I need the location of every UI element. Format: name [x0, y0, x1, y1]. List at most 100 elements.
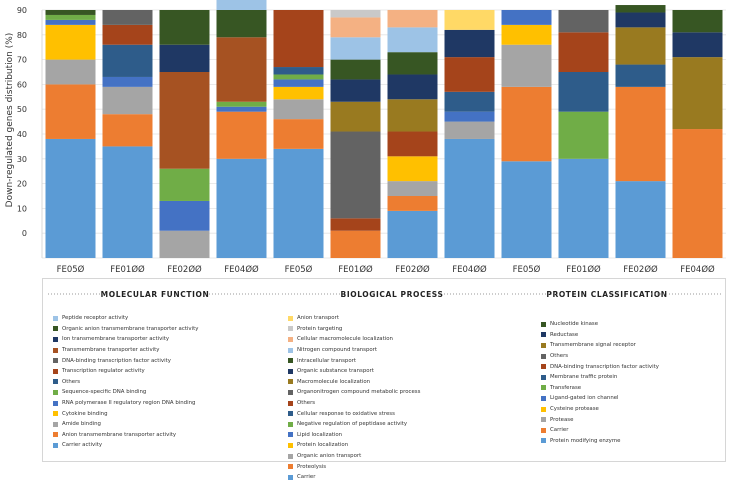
legend-item: Transmembrane transporter activity	[53, 345, 198, 356]
bar-segment	[216, 0, 267, 10]
bar-segment	[216, 37, 267, 102]
bar-segment	[444, 138, 495, 258]
legend-item: Cellular macromolecule localization	[288, 334, 420, 345]
bar-segment	[159, 44, 210, 72]
legend-swatch	[288, 326, 293, 332]
bar-segment	[444, 57, 495, 92]
bar-segment	[558, 72, 609, 112]
legend-label: Negative regulation of peptidase activit…	[297, 421, 408, 428]
legend-swatch	[288, 315, 293, 321]
bar-segment	[330, 37, 381, 60]
legend-item: Protein modifying enzyme	[541, 436, 659, 447]
bar-segment	[330, 59, 381, 80]
bar-segment	[501, 44, 552, 87]
legend-swatch	[288, 336, 293, 342]
legend-label: Cellular response to oxidative stress	[297, 410, 395, 417]
y-tick-label: 60	[17, 80, 27, 89]
y-axis-label: Down-regulated genes distribution (%)	[5, 33, 15, 208]
legend-swatch	[288, 358, 293, 364]
bar-stack-2-1	[558, 10, 609, 258]
bar-segment	[387, 27, 438, 53]
bar-segment	[501, 24, 552, 45]
bar-segment	[102, 86, 153, 115]
bar-segment	[330, 10, 381, 18]
bar-segment	[387, 74, 438, 100]
legend-swatch	[53, 368, 58, 374]
bar-segment	[501, 86, 552, 162]
x-tick-label: FE04ØØ	[452, 264, 487, 275]
bar-segment	[273, 67, 324, 75]
legend-item: DNA-binding transcription factor activit…	[53, 355, 198, 366]
legend-swatch	[53, 442, 58, 448]
legend-label: Peptide receptor activity	[62, 315, 129, 322]
bar-segment	[387, 181, 438, 196]
legend-label: Intracellular transport	[297, 357, 356, 364]
legend-swatch	[288, 442, 293, 448]
legend-swatch	[53, 400, 58, 406]
legend-label: Amide binding	[62, 421, 101, 428]
legend-label: RNA polymerase II regulatory region DNA …	[62, 400, 196, 407]
bar-segment	[444, 111, 495, 122]
y-tick-label: 10	[17, 204, 27, 213]
legend-swatch	[53, 421, 58, 427]
legend-item: Anion transport	[288, 313, 420, 324]
x-tick-label: FE02ØØ	[623, 264, 658, 275]
legend-item: Ion transmembrane transporter activity	[53, 334, 198, 345]
legend-label: Proteolysis	[297, 463, 327, 470]
legend-label: Transferase	[550, 384, 582, 391]
legend-item: Cysteine protease	[541, 404, 659, 415]
x-tick-label: FE04ØØ	[680, 264, 715, 275]
legend-item: Intracellular transport	[288, 355, 420, 366]
legend-column: Nucleotide kinase Reductase Transmembrane …	[541, 319, 659, 446]
legend-item: Organic anion transport	[288, 451, 420, 462]
bar-segment	[102, 24, 153, 45]
bar-segment	[159, 10, 210, 45]
panel-titles: MOLECULAR FUNCTION BIOLOGICAL PROCESS PROT…	[48, 290, 722, 299]
bar-segment	[216, 158, 267, 258]
bar-stack-0-1	[102, 10, 153, 258]
legend-item: Nucleotide kinase	[541, 319, 659, 330]
legend-label: Organic substance transport	[297, 368, 374, 375]
bar-segment	[102, 44, 153, 77]
legend-swatch	[288, 389, 293, 395]
bar-segment	[387, 196, 438, 211]
bar-segment	[444, 10, 495, 30]
legend-swatch	[541, 353, 546, 359]
bar-segment	[45, 14, 96, 20]
bar-segment	[216, 111, 267, 159]
legend-swatch	[541, 438, 546, 444]
legend-label: Sequence-specific DNA binding	[62, 389, 147, 396]
bar-segment	[216, 10, 267, 38]
y-tick-label: 90	[17, 6, 27, 15]
bar-segment	[273, 74, 324, 80]
legend-label: Nucleotide kinase	[550, 321, 599, 328]
legend-item: Organonitrogen compound metabolic proces…	[288, 387, 420, 398]
legend-label: Organic anion transport	[297, 453, 362, 460]
legend-item: Carrier activity	[53, 440, 198, 451]
bar-segment	[102, 114, 153, 147]
legend-swatch	[53, 336, 58, 342]
legend-column: Peptide receptor activity Organic anion t…	[53, 313, 198, 451]
bar-segment	[444, 121, 495, 139]
legend-swatch	[288, 474, 293, 480]
legend-label: Lipid localization	[297, 431, 343, 438]
legend-label: Organic anion transmembrane transporter …	[62, 325, 199, 332]
bar-stack-0-2	[159, 10, 210, 258]
legend-label: Carrier	[297, 474, 316, 481]
bar-segment	[330, 17, 381, 38]
bar-stack-1-0	[273, 10, 324, 258]
legend-label: Cysteine protease	[550, 406, 599, 413]
x-tick-label: FE05Ø	[57, 264, 85, 275]
bar-segment	[615, 181, 666, 258]
legend-label: Carrier	[550, 427, 569, 434]
bar-segment	[45, 10, 96, 15]
bar-segment	[387, 156, 438, 182]
legend-item: Transmembrane signal receptor	[541, 340, 659, 351]
y-tick-label: 50	[17, 105, 27, 114]
legend-label: Reductase	[550, 331, 579, 338]
legend-swatch	[541, 321, 546, 327]
legend-item: Protein localization	[288, 440, 420, 451]
legend-swatch	[288, 411, 293, 417]
bar-segment	[159, 72, 210, 169]
legend-swatch	[541, 332, 546, 338]
